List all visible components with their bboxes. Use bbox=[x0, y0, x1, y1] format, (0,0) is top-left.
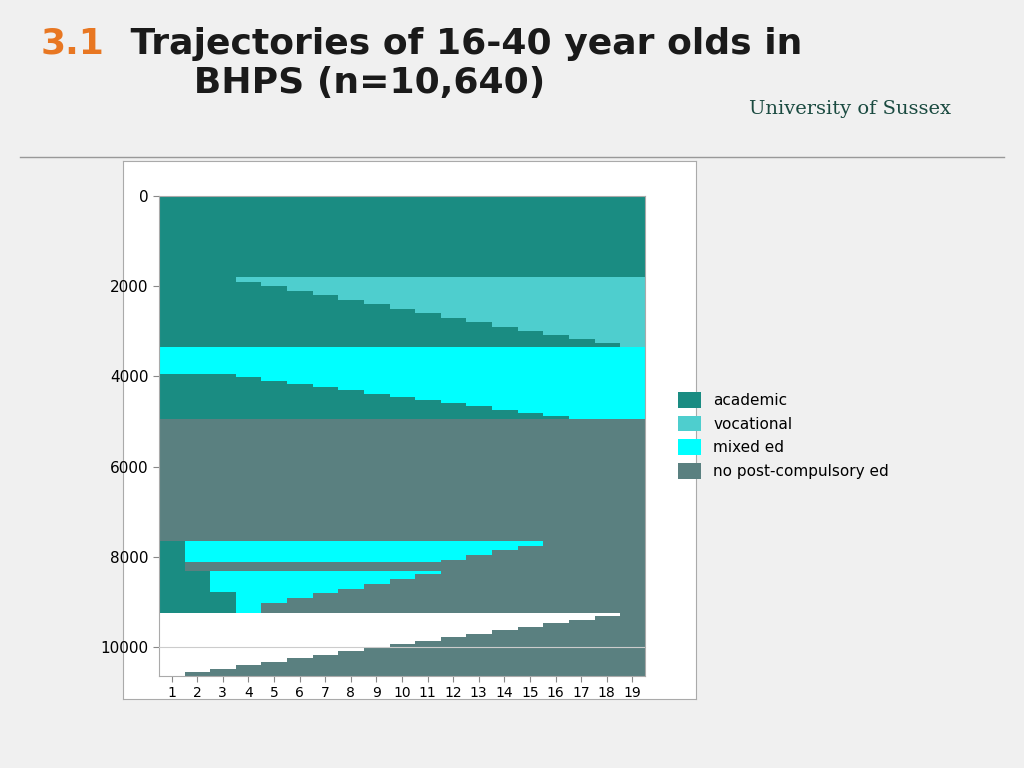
Text: 3.1: 3.1 bbox=[41, 27, 104, 61]
Text: University of Sussex: University of Sussex bbox=[749, 100, 951, 118]
Legend: academic, vocational, mixed ed, no post-compulsory ed: academic, vocational, mixed ed, no post-… bbox=[672, 386, 895, 485]
Text: Trajectories of 16-40 year olds in
      BHPS (n=10,640): Trajectories of 16-40 year olds in BHPS … bbox=[118, 27, 802, 101]
